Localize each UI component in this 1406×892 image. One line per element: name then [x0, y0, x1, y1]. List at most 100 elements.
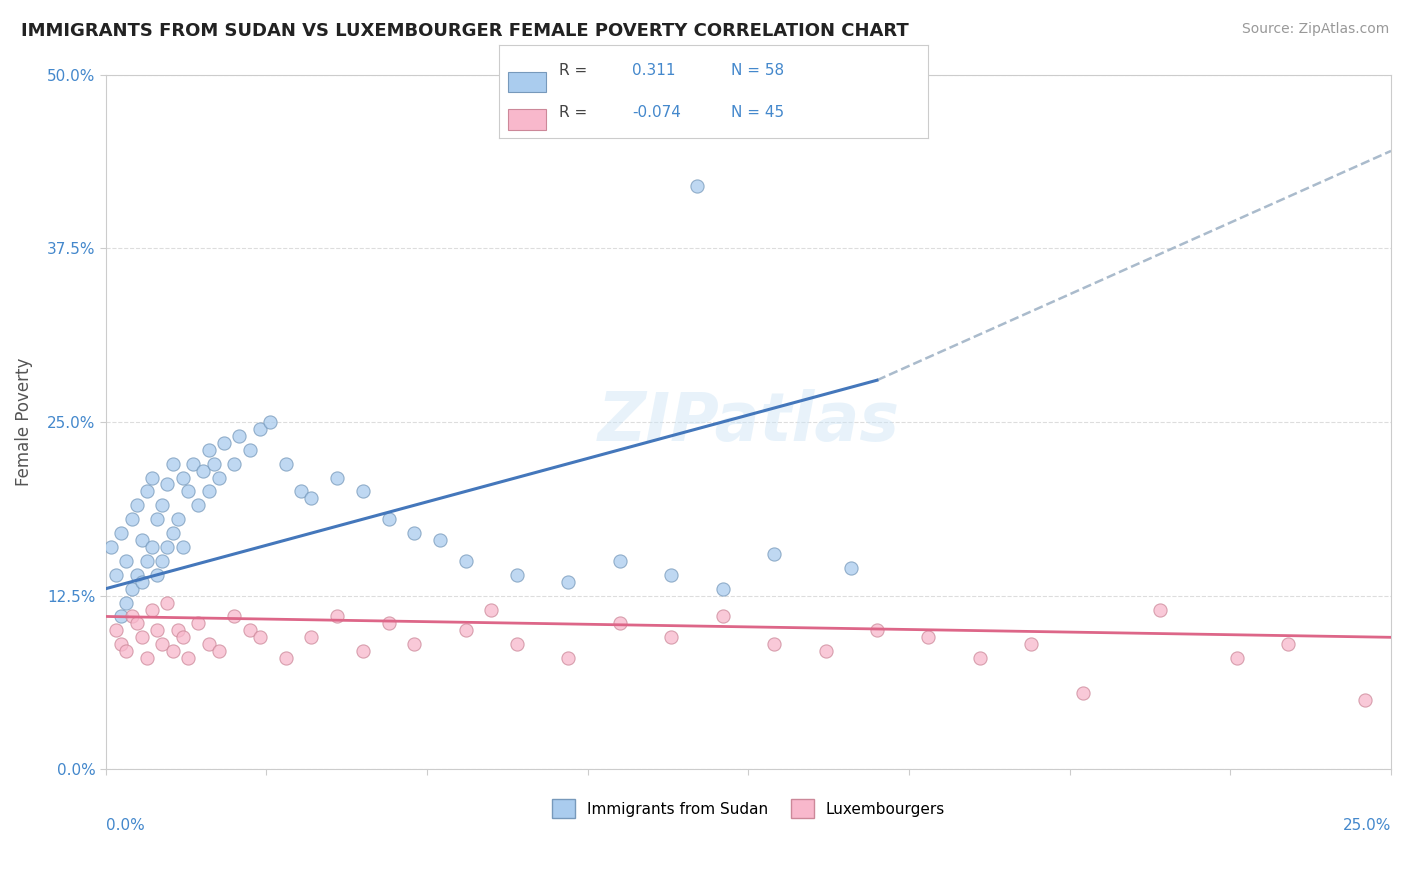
Point [172, 540, 194, 554]
Point [115, 644, 138, 658]
Point [187, 616, 209, 631]
Legend: Immigrants from Sudan, Luxembourgers: Immigrants from Sudan, Luxembourgers [546, 793, 952, 824]
Point [1354, 693, 1376, 707]
Point [839, 561, 862, 575]
FancyBboxPatch shape [508, 71, 547, 93]
Point [208, 644, 231, 658]
Point [557, 574, 579, 589]
Point [711, 582, 734, 596]
Point [197, 442, 219, 457]
Point [352, 644, 374, 658]
Point [763, 547, 786, 561]
Point [193, 464, 215, 478]
Text: N = 58: N = 58 [731, 63, 783, 78]
Point [1277, 637, 1299, 651]
Point [352, 484, 374, 499]
Point [156, 477, 179, 491]
Text: N = 45: N = 45 [731, 104, 783, 120]
Point [150, 498, 173, 512]
Point [121, 609, 143, 624]
Point [208, 470, 231, 484]
Point [131, 533, 153, 547]
Point [249, 630, 271, 644]
Point [1019, 637, 1042, 651]
Point [162, 644, 184, 658]
Point [150, 554, 173, 568]
Point [249, 422, 271, 436]
Point [1071, 686, 1094, 700]
Point [105, 567, 128, 582]
Point [141, 540, 163, 554]
Text: 0.0%: 0.0% [105, 818, 145, 833]
Point [121, 582, 143, 596]
Point [121, 512, 143, 526]
Point [454, 554, 477, 568]
Point [177, 651, 200, 665]
Point [814, 644, 837, 658]
Point [172, 470, 194, 484]
Point [377, 512, 399, 526]
Point [110, 526, 132, 541]
Point [125, 498, 148, 512]
Point [131, 630, 153, 644]
Point [479, 602, 502, 616]
Point [197, 484, 219, 499]
Point [326, 470, 349, 484]
Point [557, 651, 579, 665]
Point [166, 624, 188, 638]
Point [166, 512, 188, 526]
Point [150, 637, 173, 651]
Text: -0.074: -0.074 [633, 104, 681, 120]
Point [136, 554, 159, 568]
Point [115, 596, 138, 610]
Point [763, 637, 786, 651]
Point [131, 574, 153, 589]
Point [404, 637, 426, 651]
Point [609, 616, 631, 631]
Text: Source: ZipAtlas.com: Source: ZipAtlas.com [1241, 22, 1389, 37]
Point [506, 637, 529, 651]
Point [156, 540, 179, 554]
Point [146, 567, 169, 582]
Point [404, 526, 426, 541]
Point [274, 457, 297, 471]
Point [259, 415, 281, 429]
Point [429, 533, 451, 547]
Point [162, 526, 184, 541]
Point [1149, 602, 1171, 616]
Point [115, 554, 138, 568]
Point [917, 630, 939, 644]
Point [659, 567, 682, 582]
Point [969, 651, 991, 665]
Point [156, 596, 179, 610]
Text: R =: R = [560, 63, 588, 78]
Point [224, 457, 246, 471]
Point [162, 457, 184, 471]
Y-axis label: Female Poverty: Female Poverty [15, 358, 32, 486]
Point [110, 609, 132, 624]
Point [659, 630, 682, 644]
Point [506, 567, 529, 582]
Text: 0.311: 0.311 [633, 63, 675, 78]
Point [202, 457, 225, 471]
Point [224, 609, 246, 624]
Point [866, 624, 889, 638]
Text: 25.0%: 25.0% [1343, 818, 1391, 833]
Point [136, 651, 159, 665]
Point [125, 567, 148, 582]
Point [172, 630, 194, 644]
Point [212, 435, 235, 450]
FancyBboxPatch shape [508, 109, 547, 130]
Point [326, 609, 349, 624]
Point [100, 540, 122, 554]
Point [609, 554, 631, 568]
Point [181, 457, 204, 471]
Point [301, 491, 323, 506]
Point [146, 512, 169, 526]
Point [239, 624, 262, 638]
Point [105, 624, 128, 638]
Text: ZIPatlas: ZIPatlas [598, 389, 900, 455]
Point [711, 609, 734, 624]
Point [110, 637, 132, 651]
Point [228, 429, 250, 443]
